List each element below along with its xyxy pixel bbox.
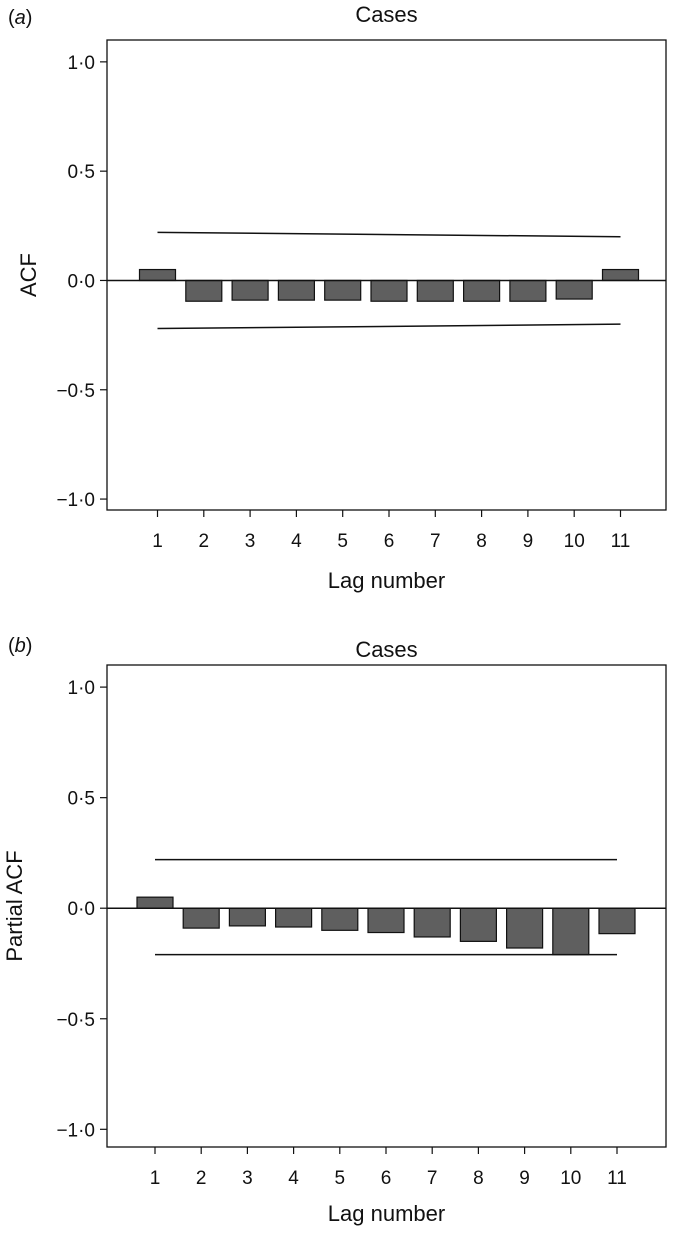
upper-confidence-limit (157, 231, 621, 238)
y-tick-label: 0·5 (68, 162, 95, 183)
pacf-chart: (b) Cases 1·0 0·5 0·0 −0·5 −1·0 1 2 3 4 5 6 7 8 9 10 11 La… (2, 635, 667, 1226)
acf-panel: (a) Cases 1·0 0·5 0·0 −0·5 −1·0 1 2 3 4 5 6 7 8 9 10 11 La… (0, 0, 674, 610)
y-tick-label: −0·5 (56, 1010, 95, 1031)
bar-lag-10 (555, 279, 593, 300)
bar-lag-6 (367, 907, 405, 934)
x-tick-label: 11 (607, 1168, 627, 1189)
y-tick-label: 1·0 (68, 678, 95, 699)
bar-lag-11 (601, 268, 640, 282)
y-tick-label: 1·0 (68, 53, 95, 74)
x-tick-label: 7 (427, 1168, 438, 1189)
y-axis-title: Partial ACF (2, 850, 27, 961)
bar-lag-3 (228, 907, 266, 927)
y-tick-label: −0·5 (56, 381, 95, 402)
plot-frame (106, 664, 667, 1148)
bar-lag-7 (416, 279, 454, 302)
bar-lag-5 (324, 279, 362, 301)
x-tick-label: 8 (476, 531, 487, 552)
bar-lag-6 (370, 279, 408, 302)
bar-lag-8 (463, 279, 501, 302)
pacf-panel: (b) Cases 1·0 0·5 0·0 −0·5 −1·0 1 2 3 4 5 6 7 8 9 10 11 La… (0, 625, 674, 1233)
bar-lag-8 (459, 907, 497, 942)
panel-label: (b) (8, 635, 32, 657)
panel-label: (a) (8, 7, 32, 29)
x-tick-label: 3 (242, 1168, 253, 1189)
bar-lag-9 (509, 279, 547, 302)
plot-frame (106, 39, 667, 511)
x-tick-label: 3 (245, 531, 256, 552)
x-tick-label: 2 (199, 531, 210, 552)
bar-lag-2 (185, 279, 223, 302)
x-tick-label: 5 (337, 531, 348, 552)
bar-lag-4 (275, 907, 313, 928)
x-tick-label: 1 (152, 531, 163, 552)
y-tick-label: −1·0 (56, 490, 95, 511)
bar-lag-11 (598, 907, 636, 935)
x-tick-label: 8 (473, 1168, 484, 1189)
bar-lag-1 (138, 268, 177, 282)
x-tick-label: 6 (384, 531, 395, 552)
bar-lag-9 (506, 907, 544, 949)
x-tick-label: 9 (523, 531, 534, 552)
x-tick-label: 4 (288, 1168, 299, 1189)
x-tick-label: 10 (560, 1168, 581, 1189)
x-tick-label: 7 (430, 531, 441, 552)
x-tick-label: 5 (335, 1168, 346, 1189)
x-tick-label: 11 (611, 531, 631, 552)
chart-title: Cases (355, 2, 417, 27)
x-tick-label: 2 (196, 1168, 207, 1189)
x-tick-label: 9 (519, 1168, 530, 1189)
x-tick-label: 6 (381, 1168, 392, 1189)
y-tick-label: −1·0 (56, 1120, 95, 1141)
chart-title: Cases (355, 637, 417, 662)
bar-lag-7 (413, 907, 451, 938)
x-tick-label: 10 (564, 531, 585, 552)
acf-chart: (a) Cases 1·0 0·5 0·0 −0·5 −1·0 1 2 3 4 5 6 7 8 9 10 11 La… (8, 2, 667, 593)
y-tick-label: 0·0 (68, 899, 95, 920)
panel-label-letter: b (15, 635, 26, 657)
x-axis-title: Lag number (328, 568, 445, 593)
bar-lag-4 (277, 279, 315, 301)
bar-lag-1 (136, 896, 174, 909)
y-tick-label: 0·5 (68, 789, 95, 810)
x-tick-label: 1 (150, 1168, 161, 1189)
y-axis-title: ACF (16, 253, 41, 297)
bar-lag-5 (321, 907, 359, 931)
bar-lag-10 (552, 907, 590, 956)
lower-confidence-limit (157, 323, 621, 330)
bar-lag-3 (231, 279, 269, 301)
x-axis-title: Lag number (328, 1201, 445, 1226)
x-tick-label: 4 (291, 531, 302, 552)
panel-label-letter: a (15, 7, 26, 29)
y-tick-label: 0·0 (68, 271, 95, 292)
bar-lag-2 (182, 907, 220, 929)
